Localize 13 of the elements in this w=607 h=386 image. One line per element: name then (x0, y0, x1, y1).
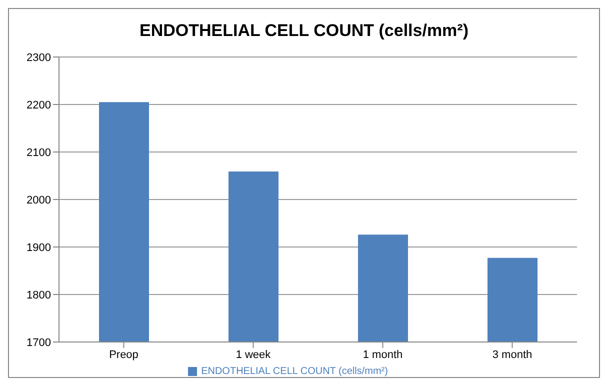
y-tick-label: 2300 (26, 52, 51, 64)
x-tick-label: Preop (109, 348, 138, 361)
x-tick-label: 3 month (492, 348, 532, 361)
x-tick-label: 1 month (362, 348, 403, 361)
y-tick-label: 2200 (26, 99, 51, 112)
chart-title: ENDOTHELIAL CELL COUNT (cells/mm²) (138, 20, 470, 42)
y-tick-label: 2100 (26, 146, 51, 159)
y-tick-label: 2000 (26, 194, 51, 206)
y-tick-label: 1900 (26, 242, 51, 254)
x-tick-label: 1 week (236, 348, 272, 361)
y-tick-label: 1800 (26, 289, 51, 302)
y-tick-label: 1700 (26, 336, 51, 349)
legend-label: ENDOTHELIAL CELL COUNT (cells/mm²) (201, 366, 388, 377)
